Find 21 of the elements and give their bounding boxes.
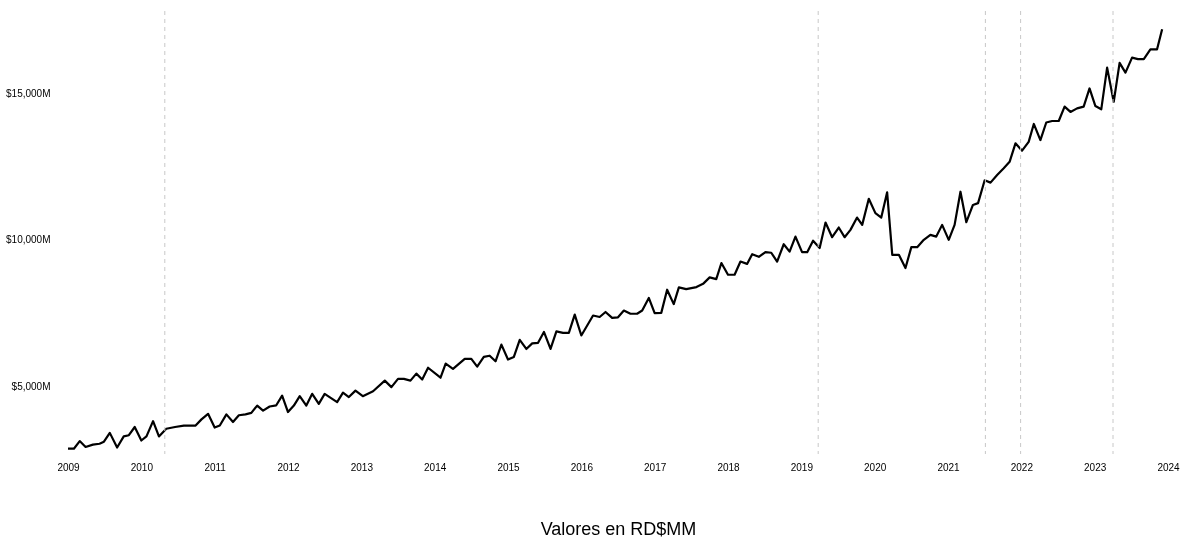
x-tick-label: 2010 [130, 461, 154, 473]
x-tick-label: 2019 [790, 461, 814, 473]
x-tick-label: 2009 [57, 461, 81, 473]
x-tick-label: 2015 [497, 461, 521, 473]
x-tick-label: 2014 [424, 461, 447, 473]
x-tick-label: 2012 [277, 461, 301, 473]
x-tick-label: 2013 [350, 461, 374, 473]
x-axis-title: Valores en RD$MM [540, 518, 697, 539]
x-tick-label: 2024 [1157, 461, 1181, 473]
line-series [66, 28, 1164, 450]
x-tick-label: 2022 [1010, 461, 1034, 473]
x-tick-label: 2020 [864, 461, 887, 473]
x-tick-label: 2018 [717, 461, 741, 473]
x-tick-label: 2011 [204, 461, 227, 473]
y-tick-label: $10,000M [6, 234, 51, 246]
x-tick-label: 2016 [570, 461, 594, 473]
y-tick-label: $15,000M [6, 87, 51, 99]
x-tick-label: 2021 [937, 461, 961, 473]
y-tick-label: $5,000M [11, 381, 51, 393]
x-tick-label: 2023 [1084, 461, 1107, 473]
x-tick-label: 2017 [644, 461, 667, 473]
